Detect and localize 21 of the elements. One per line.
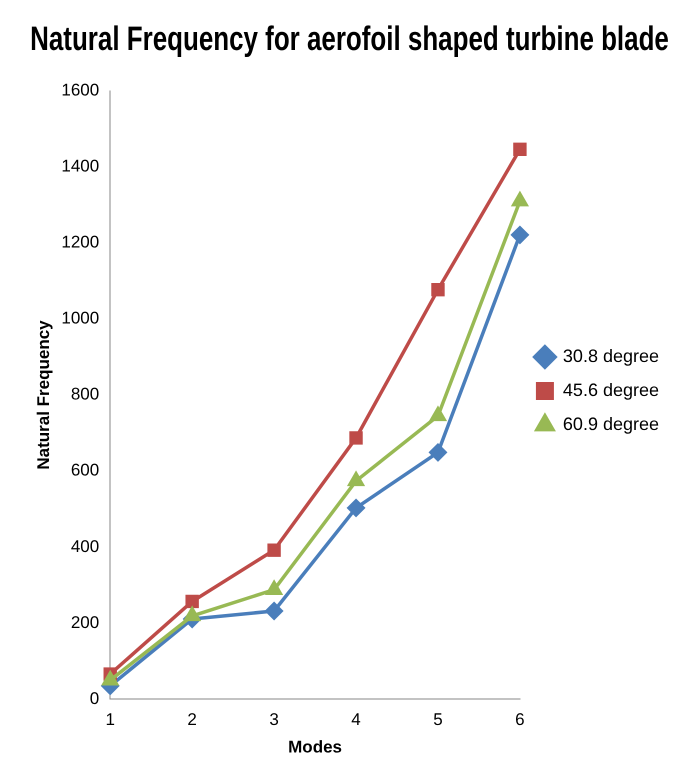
chart-title: Natural Frequency for aerofoil shaped turbine blade [30,20,669,58]
legend-label: 45.6 degree [562,380,660,400]
y-tick-label: 1000 [61,308,100,328]
x-tick-label: 5 [433,710,443,730]
y-tick-label: 600 [70,460,100,480]
y-tick-label: 400 [70,536,100,556]
y-tick-label: 1400 [61,156,100,176]
x-tick-label: 3 [269,710,279,730]
legend-label: 30.8 degree [562,346,660,366]
legend-label: 60.9 degree [562,414,660,434]
x-tick-label: 1 [105,710,115,730]
y-tick-label: 1600 [61,80,100,100]
y-tick-label: 0 [90,688,100,708]
x-tick-label: 4 [351,710,361,730]
y-tick-label: 1200 [61,232,100,252]
y-tick-label: 200 [70,612,100,632]
x-axis-title: Modes [288,737,342,756]
x-tick-label: 2 [187,710,197,730]
y-tick-label: 800 [70,384,100,404]
x-tick-label: 6 [515,710,525,730]
y-axis-title: Natural Frequency [34,320,53,470]
